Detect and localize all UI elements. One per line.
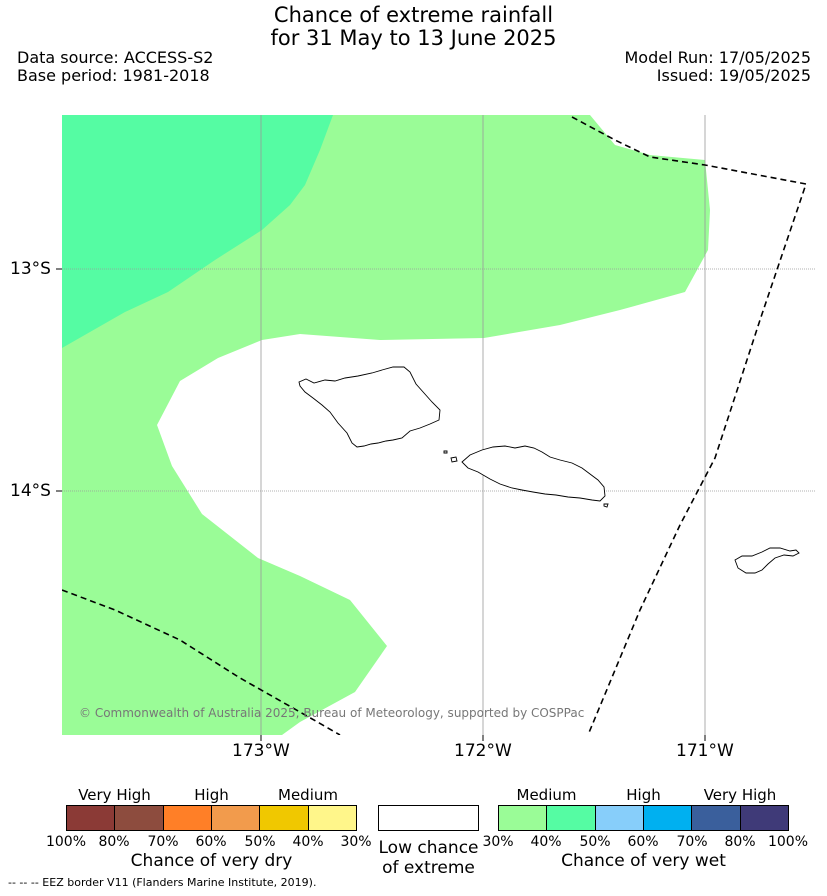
low-chance-title-line1: Low chance bbox=[378, 838, 479, 858]
lon-label-173w: 173°W bbox=[232, 741, 290, 761]
wet-tick-60: 60% bbox=[627, 834, 659, 850]
low-chance-swatch bbox=[378, 805, 479, 831]
axis-ticks bbox=[56, 268, 706, 741]
wet-swatch-60-70 bbox=[643, 806, 693, 830]
dry-swatch-40-30 bbox=[308, 806, 356, 830]
model-run-text: Model Run: 17/05/2025 bbox=[624, 48, 812, 67]
rainfall-map bbox=[56, 115, 816, 741]
lon-label-171w: 171°W bbox=[676, 741, 734, 761]
wet-swatch-50-60 bbox=[595, 806, 644, 830]
apolima-island bbox=[443, 450, 448, 454]
dry-tick-50: 50% bbox=[244, 834, 276, 850]
dry-swatch-60-50 bbox=[211, 806, 261, 830]
manono-island bbox=[450, 456, 458, 463]
lat-label-14s: 14°S bbox=[10, 481, 51, 501]
dry-cat-very-high: Very High bbox=[78, 786, 151, 804]
island-outlines bbox=[298, 366, 800, 574]
dry-swatch-80-70 bbox=[115, 806, 164, 830]
dry-cat-medium: Medium bbox=[278, 786, 338, 804]
wet-swatch-30-40 bbox=[499, 806, 548, 830]
lon-label-172w: 172°W bbox=[454, 741, 512, 761]
wet-legend-title: Chance of very wet bbox=[561, 851, 726, 871]
dry-legend-title: Chance of very dry bbox=[130, 851, 293, 871]
map-title-line2: for 31 May to 13 June 2025 bbox=[270, 26, 557, 50]
wet-swatch-80-100 bbox=[740, 806, 788, 830]
data-source-text: Data source: ACCESS-S2 bbox=[17, 48, 214, 67]
wet-swatch-70-80 bbox=[692, 806, 741, 830]
copyright-notice: © Commonwealth of Australia 2025, Bureau… bbox=[79, 706, 585, 720]
low-chance-title-line2: of extreme bbox=[382, 858, 475, 878]
wet-tick-50: 50% bbox=[579, 834, 611, 850]
dry-cat-high: High bbox=[194, 786, 229, 804]
dry-tick-60: 60% bbox=[195, 834, 227, 850]
wet-swatch-40-50 bbox=[547, 806, 596, 830]
lat-label-13s: 13°S bbox=[10, 259, 51, 279]
islet-east-upolu bbox=[603, 503, 609, 508]
wet-40-50-region bbox=[62, 115, 333, 348]
eez-border-footnote: -- -- -- EEZ border V11 (Flanders Marine… bbox=[8, 876, 317, 889]
dry-colorbar bbox=[66, 805, 357, 831]
base-period-text: Base period: 1981-2018 bbox=[17, 66, 210, 85]
wet-cat-very-high: Very High bbox=[703, 786, 777, 804]
dry-tick-80: 80% bbox=[98, 834, 130, 850]
map-title-line1: Chance of extreme rainfall bbox=[273, 3, 554, 27]
lon-gridlines bbox=[260, 115, 706, 735]
wet-tick-70: 70% bbox=[676, 834, 708, 850]
wet-tick-40: 40% bbox=[530, 834, 562, 850]
dry-tick-30: 30% bbox=[340, 834, 372, 850]
wet-tick-30: 30% bbox=[482, 834, 514, 850]
wet-cat-medium: Medium bbox=[516, 786, 577, 804]
dry-swatch-100-80 bbox=[67, 806, 116, 830]
wet-tick-80: 80% bbox=[724, 834, 756, 850]
wet-cat-high: High bbox=[626, 786, 661, 804]
wet-tick-100: 100% bbox=[767, 834, 809, 850]
dry-tick-40: 40% bbox=[292, 834, 324, 850]
upolu-island bbox=[461, 445, 606, 502]
tutuila-island bbox=[734, 547, 800, 574]
eez-border-lines bbox=[62, 116, 808, 735]
lat-gridlines bbox=[62, 268, 816, 492]
dry-tick-100: 100% bbox=[45, 834, 87, 850]
dry-tick-70: 70% bbox=[147, 834, 179, 850]
dry-swatch-70-60 bbox=[163, 806, 212, 830]
dry-swatch-50-40 bbox=[260, 806, 309, 830]
wet-medium-region-north bbox=[62, 115, 710, 735]
wet-colorbar bbox=[498, 805, 789, 831]
issued-text: Issued: 19/05/2025 bbox=[656, 66, 811, 85]
savaii-island bbox=[298, 366, 441, 448]
